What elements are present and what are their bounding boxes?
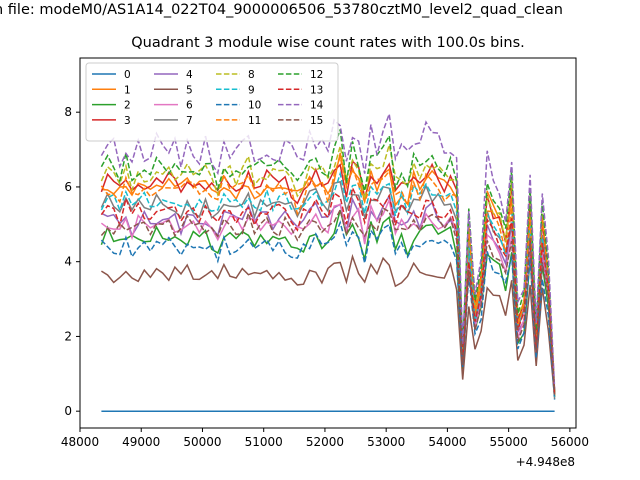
- legend-label-3: 3: [124, 115, 131, 127]
- x-tick-label: 56000: [551, 435, 589, 449]
- y-axis: 0 2 4 6 8: [64, 105, 80, 418]
- legend-label-7: 7: [186, 115, 193, 127]
- x-tick-label: 49000: [122, 435, 160, 449]
- y-tick-label: 6: [64, 180, 72, 194]
- x-offset-label: +4.948e8: [516, 455, 575, 469]
- series-layer: [100, 113, 556, 412]
- axes-frame: [79, 57, 577, 429]
- y-tick-label: 4: [64, 255, 72, 269]
- legend-label-5: 5: [186, 84, 193, 96]
- chart-title: Quadrant 3 module wise count rates with …: [131, 35, 525, 51]
- legend-label-2: 2: [124, 100, 131, 112]
- legend-frame: [85, 62, 339, 142]
- series-line-14: [100, 113, 556, 389]
- series-line-10: [100, 220, 556, 400]
- legend-label-14: 14: [310, 100, 324, 112]
- series-line-12: [100, 129, 556, 392]
- series-line-5: [101, 253, 556, 398]
- legend-label-13: 13: [310, 84, 323, 96]
- legend-label-8: 8: [248, 69, 255, 81]
- x-tick-label: 55000: [490, 435, 528, 449]
- series-line-11: [100, 153, 556, 395]
- legend-label-15: 15: [310, 115, 323, 127]
- legend-label-9: 9: [248, 84, 255, 96]
- legend-label-1: 1: [124, 84, 131, 96]
- series-line-1: [101, 152, 556, 393]
- x-tick-label: 50000: [183, 435, 221, 449]
- x-axis: 48000 49000 50000 51000 52000 53000 54000 55000…: [61, 428, 589, 449]
- legend-label-0: 0: [124, 69, 131, 81]
- x-tick-label: 51000: [245, 435, 283, 449]
- legend-label-12: 12: [310, 69, 323, 81]
- x-tick-label: 52000: [306, 435, 344, 449]
- x-tick-label: 54000: [428, 435, 466, 449]
- legend-label-6: 6: [186, 100, 193, 112]
- x-tick-label: 53000: [367, 435, 405, 449]
- legend-label-4: 4: [186, 69, 193, 81]
- y-tick-label: 0: [64, 404, 72, 418]
- legend-label-10: 10: [248, 100, 261, 112]
- figure-suptitle: n file: modeM0/AS1A14_022T04_9000006506_…: [0, 2, 640, 18]
- series-line-15: [100, 207, 556, 395]
- y-tick-label: 2: [64, 329, 72, 343]
- legend-label-11: 11: [248, 115, 261, 127]
- x-tick-label: 48000: [61, 435, 99, 449]
- y-tick-label: 8: [64, 105, 72, 119]
- suptitle-text: n file: modeM0/AS1A14_022T04_9000006506_…: [0, 2, 563, 18]
- series-line-13: [100, 185, 556, 395]
